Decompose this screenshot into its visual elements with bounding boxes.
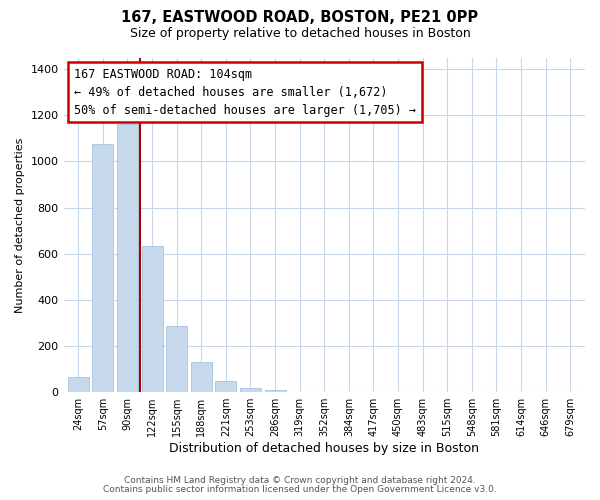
- Bar: [68, 377, 89, 392]
- X-axis label: Distribution of detached houses by size in Boston: Distribution of detached houses by size …: [169, 442, 479, 455]
- Bar: [142, 246, 163, 392]
- Bar: [215, 382, 236, 392]
- Text: Contains public sector information licensed under the Open Government Licence v3: Contains public sector information licen…: [103, 485, 497, 494]
- Bar: [265, 390, 286, 392]
- Bar: [166, 326, 187, 392]
- Text: Contains HM Land Registry data © Crown copyright and database right 2024.: Contains HM Land Registry data © Crown c…: [124, 476, 476, 485]
- Y-axis label: Number of detached properties: Number of detached properties: [15, 137, 25, 312]
- Text: 167 EASTWOOD ROAD: 104sqm
← 49% of detached houses are smaller (1,672)
50% of se: 167 EASTWOOD ROAD: 104sqm ← 49% of detac…: [74, 68, 416, 116]
- Text: Size of property relative to detached houses in Boston: Size of property relative to detached ho…: [130, 28, 470, 40]
- Bar: [191, 362, 212, 392]
- Bar: [240, 388, 261, 392]
- Bar: [92, 144, 113, 392]
- Text: 167, EASTWOOD ROAD, BOSTON, PE21 0PP: 167, EASTWOOD ROAD, BOSTON, PE21 0PP: [121, 10, 479, 25]
- Bar: [117, 124, 138, 392]
